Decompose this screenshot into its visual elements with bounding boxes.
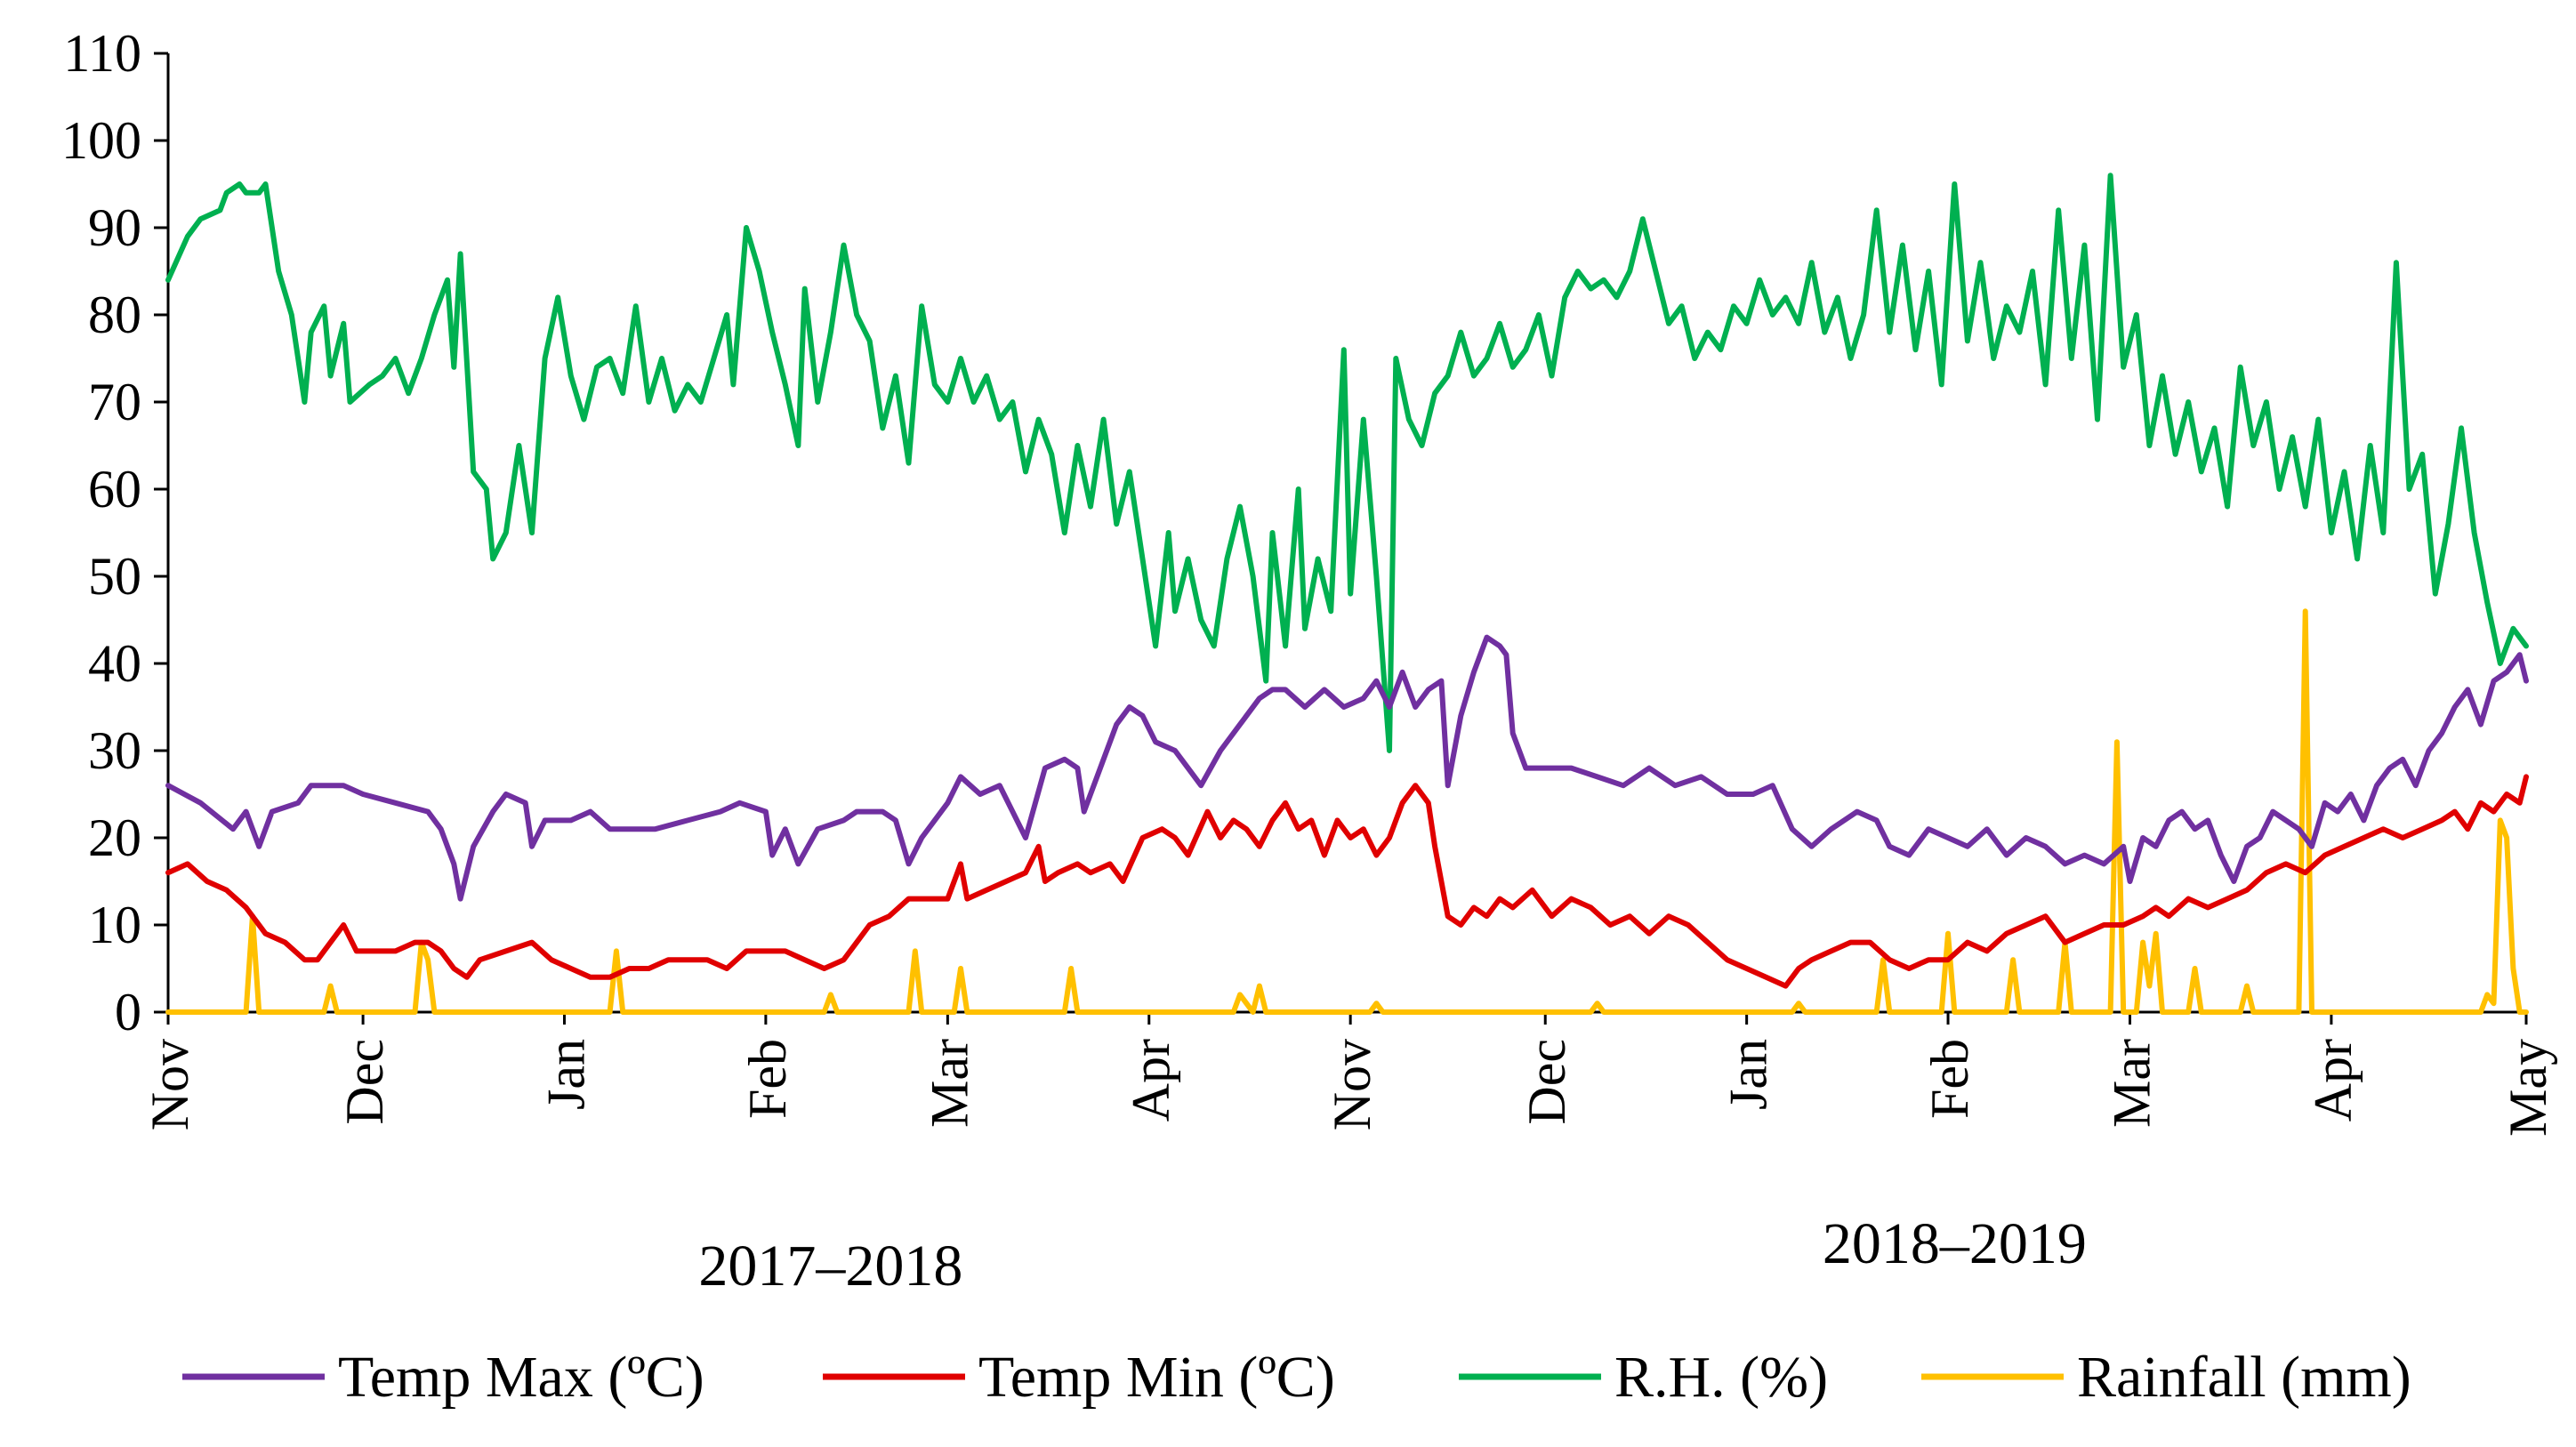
x-tick-label: Feb	[1920, 1039, 1979, 1119]
legend: Temp Max (ºC) Temp Min (ºC) R.H. (%) Rainfa…	[182, 1345, 2411, 1410]
y-ticks: 0 10 20 30 40 50 60 70 80 90 100 110	[61, 24, 168, 1041]
y-tick-label: 30	[88, 721, 141, 780]
x-tick-label: Feb	[738, 1039, 797, 1119]
series-line-temp-max-c	[165, 634, 2529, 902]
y-tick-label: 100	[61, 111, 141, 170]
y-tick-label: 50	[88, 547, 141, 606]
season-label: 2018–2019	[1823, 1211, 2087, 1276]
x-tick-label: Nov	[141, 1039, 199, 1130]
x-ticks: Nov Dec Jan Feb Mar Apr Nov Dec Jan Feb Mar Apr May	[141, 1012, 2557, 1137]
x-tick-label: Nov	[1323, 1039, 1381, 1130]
x-tick-label: Jan	[1719, 1039, 1778, 1110]
y-tick-label: 90	[88, 198, 141, 257]
season-labels: 2017–2018 2018–2019	[698, 1211, 2086, 1298]
season-label: 2017–2018	[698, 1234, 962, 1298]
x-tick-label: Apr	[1122, 1039, 1180, 1121]
legend-label: Temp Min (ºC)	[978, 1345, 1335, 1410]
y-tick-label: 40	[88, 634, 141, 693]
y-tick-label: 20	[88, 808, 141, 867]
x-tick-label: Jan	[536, 1039, 595, 1110]
legend-label: R.H. (%)	[1614, 1345, 1828, 1410]
x-tick-label: Mar	[2103, 1039, 2161, 1128]
x-tick-label: Mar	[920, 1039, 978, 1128]
series-line-r-h	[165, 173, 2529, 753]
series-line-temp-min-c	[165, 774, 2529, 989]
x-tick-label: May	[2499, 1039, 2557, 1137]
y-tick-label: 0	[115, 983, 141, 1041]
x-tick-label: Dec	[1517, 1039, 1576, 1125]
series-line-rainfall-mm	[165, 608, 2529, 1015]
y-tick-label: 70	[88, 373, 141, 431]
y-tick-label: 60	[88, 460, 141, 519]
x-tick-label: Apr	[2304, 1039, 2363, 1121]
y-tick-label: 80	[88, 285, 141, 344]
y-tick-label: 110	[63, 24, 141, 83]
legend-label: Temp Max (ºC)	[338, 1345, 704, 1410]
y-tick-label: 10	[88, 896, 141, 954]
series-lines	[165, 173, 2529, 1015]
x-tick-label: Dec	[335, 1039, 394, 1125]
legend-label: Rainfall (mm)	[2077, 1345, 2411, 1410]
